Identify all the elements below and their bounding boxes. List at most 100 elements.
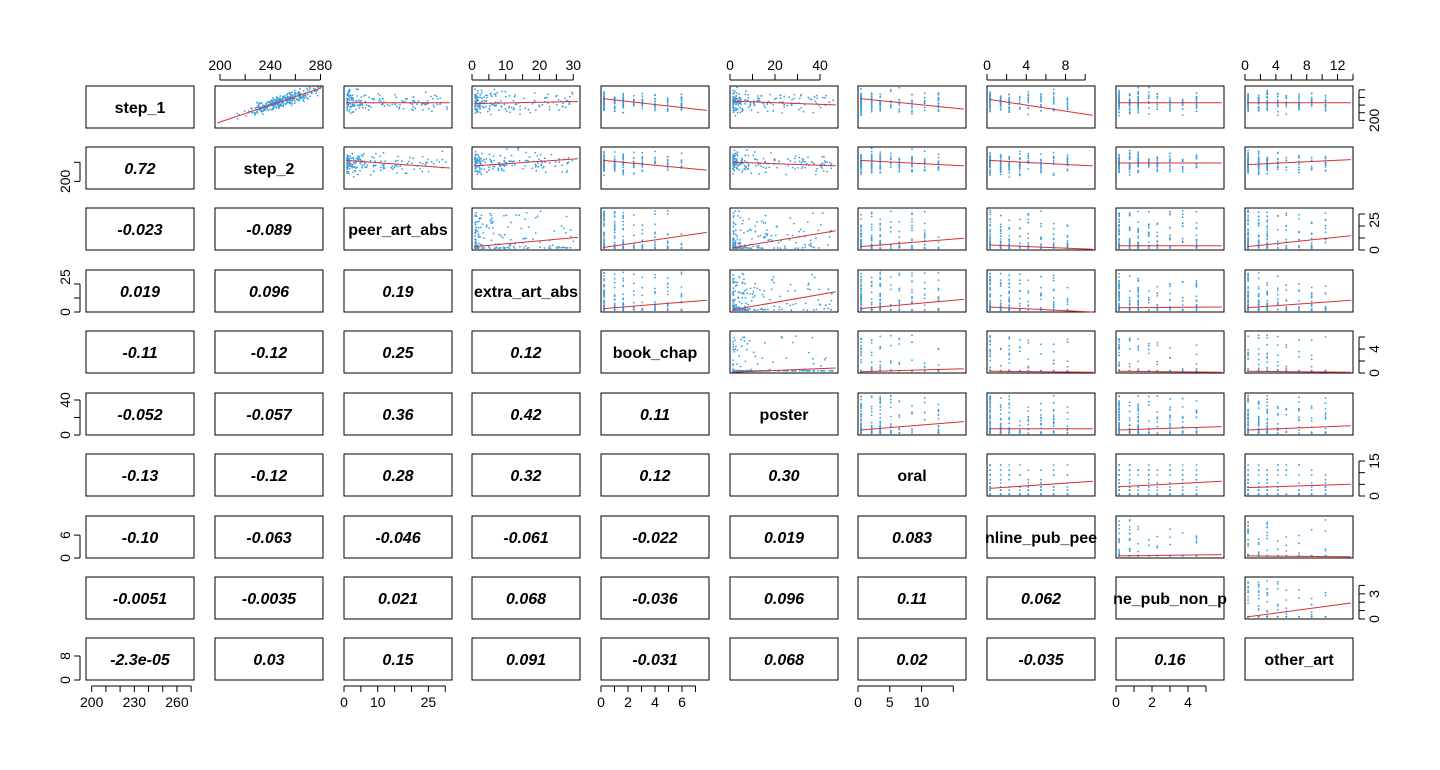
trend-line — [732, 162, 836, 166]
data-point — [911, 309, 913, 311]
data-point — [924, 282, 926, 284]
data-point — [1247, 160, 1249, 162]
data-point — [1040, 172, 1042, 174]
data-point — [1118, 111, 1120, 113]
data-point — [370, 160, 372, 162]
data-point — [1285, 96, 1287, 98]
data-point — [860, 298, 862, 300]
data-point — [569, 96, 571, 98]
data-point — [1277, 229, 1279, 231]
data-point — [622, 285, 624, 287]
data-point — [732, 278, 734, 280]
correlation-value: 0.32 — [510, 468, 541, 485]
data-point — [879, 219, 881, 221]
data-point — [871, 284, 873, 286]
data-point — [890, 89, 892, 91]
data-point — [735, 304, 737, 306]
data-point — [1008, 219, 1010, 221]
data-point — [681, 94, 683, 96]
data-point — [831, 300, 833, 302]
data-point — [434, 95, 436, 97]
data-point — [890, 245, 892, 247]
data-point — [792, 167, 794, 169]
data-point — [419, 168, 421, 170]
data-point — [1129, 113, 1131, 115]
data-point — [1027, 279, 1029, 281]
data-point — [1285, 95, 1287, 97]
data-point — [778, 242, 780, 244]
data-point — [938, 166, 940, 168]
data-point — [1008, 239, 1010, 241]
data-point — [890, 164, 892, 166]
data-point — [284, 95, 286, 97]
data-point — [393, 167, 395, 169]
data-point — [1118, 93, 1120, 95]
data-point — [757, 112, 759, 114]
data-point — [781, 112, 783, 114]
data-point — [1258, 161, 1260, 163]
data-point — [1008, 106, 1010, 108]
data-point — [860, 285, 862, 287]
panel-frame — [1116, 86, 1224, 128]
data-point — [482, 232, 484, 234]
data-point — [924, 272, 926, 274]
data-point — [383, 165, 385, 167]
data-point — [409, 157, 411, 159]
data-point — [1247, 157, 1249, 159]
data-point — [783, 96, 785, 98]
data-point — [488, 169, 490, 171]
data-point — [412, 106, 414, 108]
data-point — [525, 237, 527, 239]
data-point — [757, 97, 759, 99]
data-point — [371, 156, 373, 158]
data-point — [1129, 247, 1131, 249]
data-point — [737, 282, 739, 284]
data-point — [556, 104, 558, 106]
data-point — [475, 226, 477, 228]
data-point — [396, 106, 398, 108]
data-point — [898, 290, 900, 292]
data-point — [1258, 152, 1260, 154]
data-point — [812, 112, 814, 114]
data-point — [1182, 223, 1184, 225]
data-point — [1000, 229, 1002, 231]
data-point — [568, 161, 570, 163]
data-point — [317, 87, 319, 89]
data-point — [509, 245, 511, 247]
data-point — [654, 157, 656, 159]
data-point — [871, 277, 873, 279]
data-point — [879, 295, 881, 297]
data-point — [475, 212, 477, 214]
data-point — [361, 165, 363, 167]
data-point — [860, 276, 862, 278]
data-point — [989, 247, 991, 249]
data-point — [554, 165, 556, 167]
data-point — [1148, 227, 1150, 229]
data-point — [622, 280, 624, 282]
data-point — [1000, 238, 1002, 240]
data-point — [735, 229, 737, 231]
correlation-value: 0.091 — [506, 652, 546, 669]
correlation-value: 0.30 — [768, 468, 799, 485]
data-point — [1118, 90, 1120, 92]
data-point — [1027, 100, 1029, 102]
data-point — [568, 157, 570, 159]
data-point — [1008, 243, 1010, 245]
data-point — [641, 100, 643, 102]
data-point — [421, 171, 423, 173]
data-point — [1019, 170, 1021, 172]
data-point — [614, 235, 616, 237]
data-point — [681, 160, 683, 162]
data-point — [1258, 96, 1260, 98]
data-point — [286, 97, 288, 99]
data-point — [820, 107, 822, 109]
data-point — [816, 95, 818, 97]
data-point — [526, 212, 528, 214]
data-point — [538, 158, 540, 160]
data-point — [732, 173, 734, 175]
data-point — [1000, 166, 1002, 168]
data-point — [1277, 93, 1279, 95]
data-point — [765, 233, 767, 235]
data-point — [477, 90, 479, 92]
data-point — [299, 88, 301, 90]
